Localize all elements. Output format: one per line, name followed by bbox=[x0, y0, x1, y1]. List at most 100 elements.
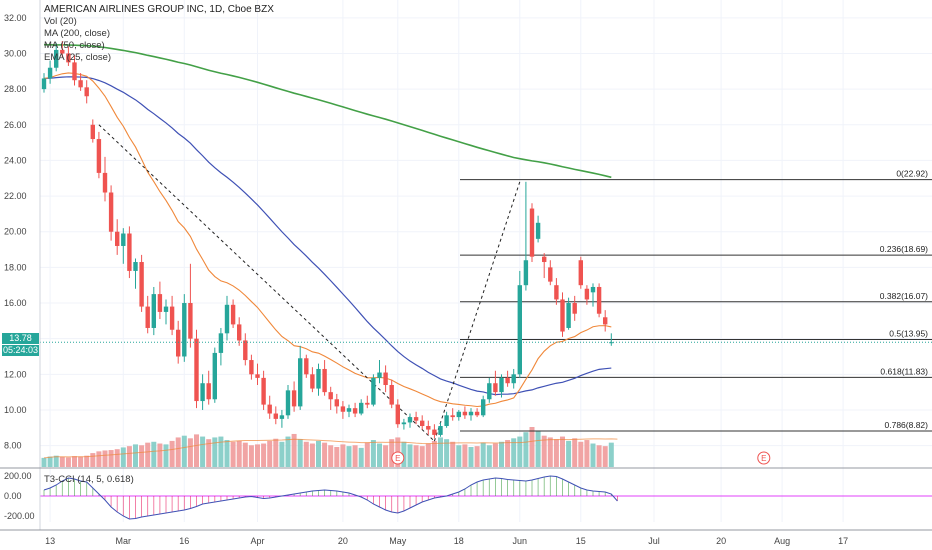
candle-body bbox=[310, 374, 315, 389]
volume-bar bbox=[450, 441, 456, 467]
volume-bar bbox=[377, 443, 382, 467]
volume-bar bbox=[553, 439, 559, 467]
volume-bar bbox=[273, 438, 279, 467]
price-tick-label: 20.00 bbox=[4, 227, 27, 237]
indicator-ema25[interactable]: EMA (25, close) bbox=[44, 52, 112, 63]
fib-label: 0(22.92) bbox=[896, 169, 928, 179]
volume-bar bbox=[364, 442, 370, 467]
volume-bar bbox=[602, 446, 608, 467]
volume-bar bbox=[151, 441, 157, 467]
volume-bar bbox=[194, 434, 199, 467]
earnings-marker bbox=[391, 451, 405, 465]
candle-body bbox=[401, 422, 407, 425]
time-tick-label: 13 bbox=[45, 536, 55, 546]
volume-bar bbox=[499, 441, 504, 467]
volume-bar bbox=[200, 436, 206, 467]
candle-body bbox=[96, 139, 102, 173]
moving-averages bbox=[43, 43, 612, 408]
volume-bar bbox=[47, 456, 53, 467]
earnings-label: E bbox=[761, 454, 766, 463]
cci-tick-label: 200.00 bbox=[4, 471, 32, 481]
fibonacci-levels: 0(22.92) 0.236(18.69) 0.382(16.07) 0.5(13.9… bbox=[460, 169, 932, 432]
earnings-marker bbox=[757, 451, 771, 465]
volume-bar bbox=[78, 456, 84, 467]
candle-body bbox=[340, 406, 346, 412]
volume-bar bbox=[126, 446, 132, 467]
candle-body bbox=[316, 368, 321, 389]
indicator-vol[interactable]: Vol (20) bbox=[44, 16, 77, 27]
volume-bar bbox=[462, 444, 468, 467]
cci-panel: T3-CCI (14, 5, 0.618) bbox=[40, 474, 932, 520]
fib-label: 0.5(13.95) bbox=[889, 329, 928, 339]
volume-bar bbox=[267, 440, 273, 467]
time-tick-label: Jul bbox=[648, 536, 660, 546]
fib-label: 0.786(8.82) bbox=[885, 420, 929, 430]
candle-body bbox=[493, 383, 498, 393]
candle-body bbox=[176, 329, 181, 357]
candle-body bbox=[420, 420, 425, 427]
indicator-ma200[interactable]: MA (200, close) bbox=[44, 28, 110, 39]
candle-body bbox=[188, 303, 193, 339]
candle-body bbox=[304, 358, 309, 375]
price-tick-label: 32.00 bbox=[4, 13, 27, 23]
volume-bar bbox=[468, 447, 474, 467]
candle-body bbox=[560, 299, 565, 332]
time-tick-label: Aug bbox=[774, 536, 790, 546]
time-tick-label: Apr bbox=[250, 536, 264, 546]
volume-bar bbox=[328, 445, 334, 467]
candle-body bbox=[499, 377, 504, 393]
volume-bar bbox=[114, 449, 120, 467]
volume-bar bbox=[187, 438, 193, 467]
candle-body bbox=[468, 411, 474, 416]
candle-body bbox=[212, 352, 217, 400]
candle-body bbox=[322, 368, 327, 393]
volume-bar bbox=[413, 445, 419, 467]
volume-bar bbox=[535, 430, 541, 467]
volume-bar bbox=[279, 441, 285, 467]
candle-body bbox=[285, 390, 291, 416]
candle-body bbox=[54, 49, 59, 68]
price-tick-label: 30.00 bbox=[4, 48, 27, 58]
volume-bar bbox=[163, 444, 169, 467]
ma200-line bbox=[43, 43, 612, 179]
candle-body bbox=[371, 377, 376, 405]
volume-bar bbox=[139, 445, 145, 467]
last-price-badge: 13.78 bbox=[2, 333, 39, 344]
candle-body bbox=[377, 372, 382, 378]
trend-lines bbox=[98, 124, 521, 442]
volume-bar bbox=[285, 436, 291, 467]
volume-bar bbox=[181, 435, 187, 467]
fib-label: 0.236(18.69) bbox=[880, 244, 928, 254]
candle-body bbox=[603, 317, 608, 325]
candle-body bbox=[230, 304, 236, 325]
candle-body bbox=[72, 62, 77, 81]
volume-bar bbox=[444, 439, 450, 467]
candle-body bbox=[365, 402, 370, 405]
volume-bar bbox=[596, 445, 602, 467]
candle-body bbox=[609, 342, 614, 344]
volume-bar bbox=[358, 447, 364, 467]
candle-body bbox=[121, 233, 126, 246]
indicator-ma50[interactable]: MA (50, close) bbox=[44, 40, 105, 51]
volume-bar bbox=[120, 447, 126, 467]
volume-bar bbox=[224, 440, 230, 467]
volume-bar bbox=[96, 451, 102, 467]
candle-body bbox=[291, 390, 297, 407]
candle-body bbox=[102, 172, 108, 193]
volume-bar bbox=[480, 442, 486, 467]
volume-bar bbox=[541, 435, 547, 467]
volume-bar bbox=[212, 437, 218, 467]
price-tick-label: 10.00 bbox=[4, 405, 27, 415]
candle-body bbox=[584, 288, 590, 300]
price-tick-label: 16.00 bbox=[4, 298, 27, 308]
volume-bar bbox=[175, 437, 181, 467]
candle-body bbox=[462, 411, 468, 416]
volume-bar bbox=[84, 455, 90, 467]
time-tick-label: Mar bbox=[116, 536, 132, 546]
volume-bar bbox=[584, 440, 590, 467]
price-tick-label: 22.00 bbox=[4, 191, 27, 201]
volume-bar bbox=[370, 440, 376, 467]
trend-line bbox=[98, 124, 435, 442]
candle-body bbox=[298, 358, 303, 407]
